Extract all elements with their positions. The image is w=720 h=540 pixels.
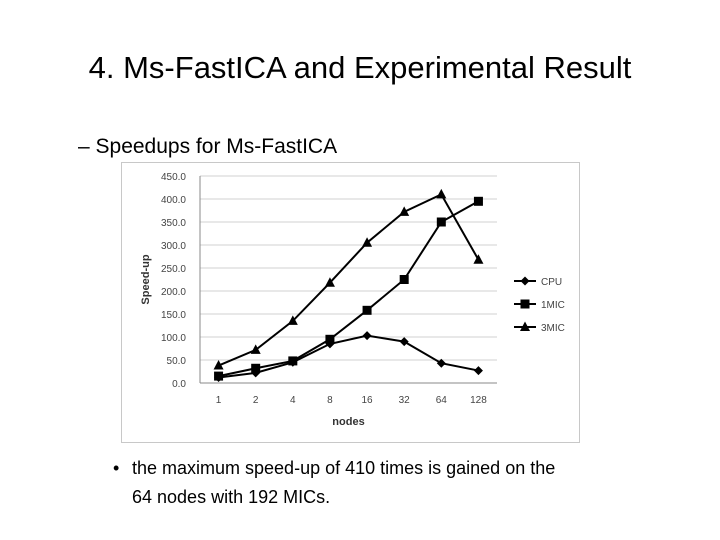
y-tick-label: 300.0 [161,241,186,252]
legend-marker-1mic [520,299,530,309]
x-tick-label: 8 [327,395,333,406]
y-axis-title: Speed-up [140,254,152,304]
y-tick-label: 100.0 [161,333,186,344]
data-point-1mic [473,196,483,206]
bullet-line-1: • the maximum speed-up of 410 times is ga… [113,455,555,481]
data-point-1mic [362,305,372,315]
data-point-cpu [399,337,409,347]
series-line-3mic [218,193,480,367]
y-tick-label: 400.0 [161,195,186,206]
y-tick-label: 150.0 [161,310,186,321]
x-tick-label: 32 [399,395,411,406]
data-point-1mic [325,334,335,344]
data-point-3mic [250,344,261,354]
y-tick-label: 0.0 [172,379,186,390]
y-tick-label: 350.0 [161,218,186,229]
data-point-3mic [436,188,447,199]
data-point-cpu [362,331,372,341]
bullet-marker: • [113,458,120,478]
data-point-1mic [436,217,446,227]
x-tick-label: 64 [436,395,448,406]
data-point-3mic [399,206,410,216]
data-point-1mic [251,363,261,373]
series-line-cpu [218,334,479,379]
data-point-cpu [473,366,483,376]
slide-title: 4. Ms-FastICA and Experimental Result [88,50,632,85]
y-tick-label: 200.0 [161,287,186,298]
data-point-3mic [213,360,224,370]
x-axis-title: nodes [332,416,364,428]
x-tick-label: 128 [470,395,487,406]
data-point-3mic [473,254,484,264]
x-tick-label: 1 [216,395,222,406]
data-point-3mic [287,315,298,325]
y-tick-label: 50.0 [167,356,187,367]
x-tick-label: 4 [290,395,296,406]
speedup-chart: 0.0 50.0 100.0 150.0 200.0 250.0 300.0 350.0 400… [121,162,580,443]
slide-subheading: – Speedups for Ms-FastICA [78,135,338,158]
data-point-cpu [436,358,446,368]
data-point-3mic [362,237,373,247]
data-point-1mic [288,356,298,366]
bullet-text-1: the maximum speed-up of 410 times is gai… [132,458,556,478]
legend-label-cpu: CPU [541,277,562,288]
series-line-1mic [218,200,479,378]
speedup-chart-svg: 0.0 50.0 100.0 150.0 200.0 250.0 300.0 350.0 400… [140,172,565,428]
x-tick-label: 16 [362,395,374,406]
y-tick-label: 250.0 [161,264,186,275]
bullet-line-2: 64 nodes with 192 MICs. [132,487,331,507]
legend-label-3mic: 3MIC [541,323,565,334]
data-point-1mic [399,275,409,284]
x-tick-label: 2 [253,395,259,406]
legend-label-1mic: 1MIC [541,300,565,311]
legend-marker-3mic [520,321,530,331]
y-tick-label: 450.0 [161,172,186,183]
data-point-1mic [214,371,224,381]
data-point-3mic [324,277,335,287]
legend-marker-cpu [520,276,530,286]
